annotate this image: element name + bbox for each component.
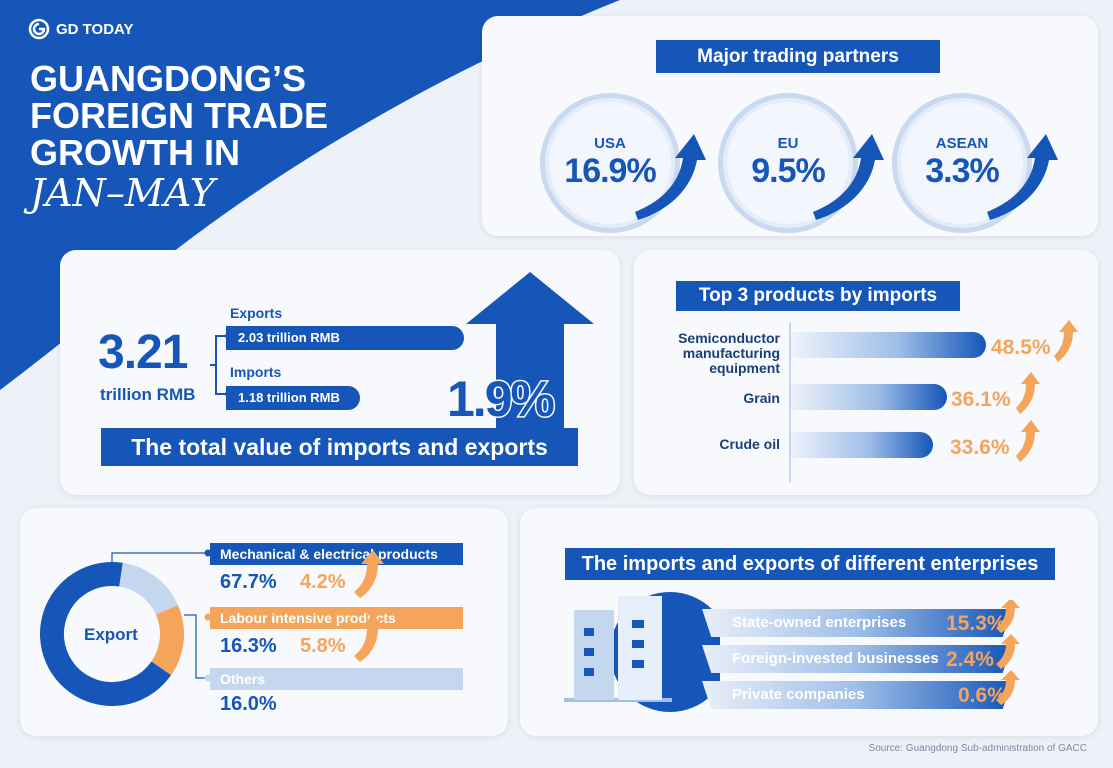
enterprise-bar-private (702, 681, 1012, 709)
partner-value: 3.3% (925, 152, 999, 190)
partner-name: ASEAN (935, 135, 989, 152)
products-title: Top 3 products by imports (676, 281, 960, 311)
product-label: Grain (743, 390, 780, 406)
segment-title-labour: Labour intensive products (210, 607, 463, 629)
product-label: Semiconductor manufacturing equipment (678, 330, 780, 376)
gd-today-logo-icon (28, 18, 50, 40)
enterprise-growth-arrows-icon (996, 600, 1020, 705)
enterprise-value: 15.3% (946, 612, 1006, 635)
brand-logo: GD TODAY (28, 18, 134, 40)
product-value: 48.5% (991, 336, 1051, 359)
partners-title: Major trading partners (656, 40, 940, 73)
partner-arrows-icon (635, 134, 1058, 220)
partner-name: USA (594, 135, 626, 152)
exports-value: 2.03 trillion RMB (226, 326, 464, 350)
segment-growth-arrows-icon (354, 550, 384, 662)
enterprises-title: The imports and exports of different ent… (565, 548, 1055, 580)
export-center-label: Export (84, 625, 138, 644)
headline: GUANGDONG’S FOREIGN TRADE GROWTH IN JAN–… (30, 60, 328, 212)
enterprise-value: 2.4% (946, 648, 994, 671)
segment-share: 16.3% (220, 635, 277, 657)
partner-name: EU (777, 135, 799, 152)
enterprise-value: 0.6% (958, 684, 1006, 707)
partner-value: 9.5% (751, 152, 825, 190)
enterprise-bar-state-owned (702, 609, 1012, 637)
imports-label: Imports (230, 364, 282, 380)
product-bar-crude-oil (791, 432, 933, 458)
exports-label: Exports (230, 305, 283, 321)
brand-name: GD TODAY (56, 20, 134, 38)
enterprise-label: Private companies (732, 686, 865, 703)
segment-growth: 4.2% (300, 571, 346, 593)
imports-value: 1.18 trillion RMB (226, 386, 360, 410)
enterprise-label: Foreign-invested businesses (732, 650, 939, 667)
total-growth: 1.9% (446, 370, 557, 429)
partner-value: 16.9% (564, 152, 656, 190)
source-note: Source: Guangdong Sub-administration of … (868, 743, 1087, 754)
total-value: 3.21 (98, 326, 188, 379)
donut-slice-2 (118, 562, 178, 616)
product-growth-arrows-icon (1016, 320, 1078, 462)
headline-line1: GUANGDONG’S (30, 58, 307, 99)
segment-share: 16.0% (220, 693, 277, 715)
product-label: Crude oil (719, 436, 780, 452)
segment-title-mechanical: Mechanical & electrical products (210, 543, 463, 565)
total-caption: The total value of imports and exports (101, 428, 578, 466)
building-icon (564, 592, 720, 712)
partner-asean: ASEAN 3.3% (892, 93, 1032, 233)
headline-line2: FOREIGN TRADE (30, 95, 329, 136)
partner-usa: USA 16.9% (540, 93, 680, 233)
export-connector-lines (111, 549, 212, 682)
donut-slice-0 (40, 562, 172, 706)
segment-growth: 5.8% (300, 635, 346, 657)
product-value: 33.6% (950, 436, 1010, 459)
donut-slice-1 (151, 604, 184, 676)
growth-up-arrow-icon (466, 272, 594, 442)
product-bar-semiconductor (791, 332, 986, 358)
product-bar-grain (791, 384, 947, 410)
export-donut-chart (40, 562, 184, 706)
product-value: 36.1% (951, 388, 1011, 411)
segment-title-others: Others (210, 668, 463, 690)
headline-line4: JAN–MAY (30, 171, 215, 215)
products-axis (789, 322, 791, 482)
headline-line3: GROWTH IN (30, 132, 240, 173)
enterprise-bar-foreign-invested (702, 645, 1012, 673)
total-unit: trillion RMB (100, 385, 196, 404)
enterprise-label: State-owned enterprises (732, 614, 907, 631)
segment-share: 67.7% (220, 571, 277, 593)
